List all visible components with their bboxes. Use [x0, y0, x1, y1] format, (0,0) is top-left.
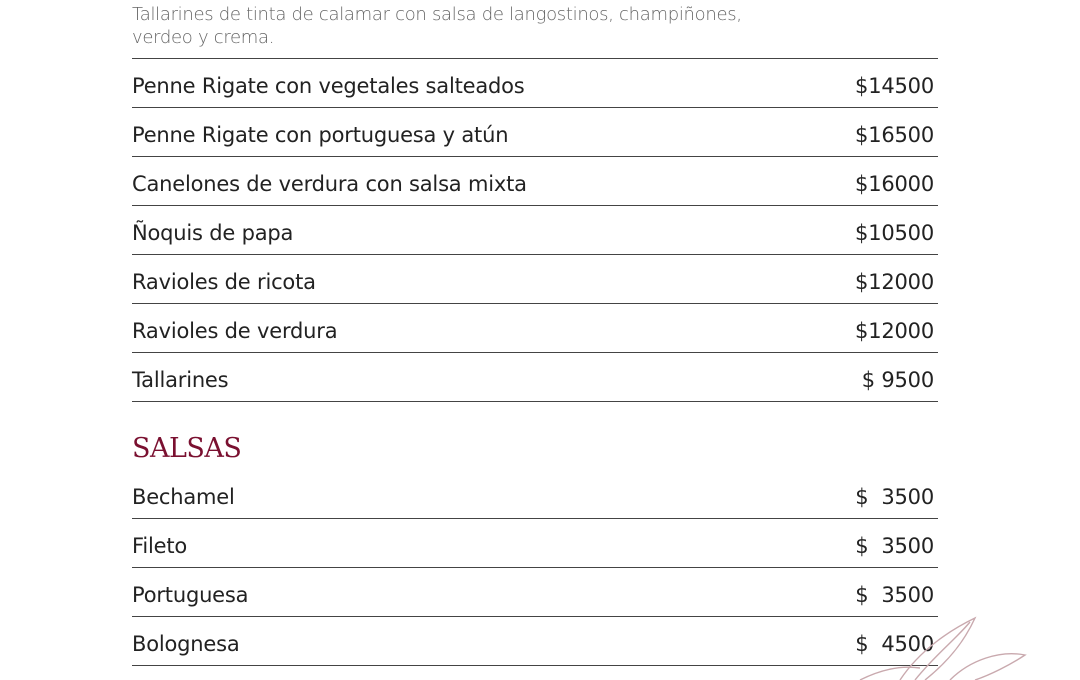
- item-name: Ravioles de ricota: [132, 270, 316, 294]
- pastas-list: Penne Rigate con vegetales salteados $145…: [132, 59, 938, 402]
- menu-item: Ñoquis de papa $10500: [132, 206, 938, 255]
- item-name: Bolognesa: [132, 632, 240, 656]
- menu-item: Bechamel $ 3500: [132, 470, 938, 519]
- item-name: Bechamel: [132, 485, 235, 509]
- item-name: Canelones de verdura con salsa mixta: [132, 172, 527, 196]
- item-price: $16500: [855, 123, 934, 147]
- item-name: Portuguesa: [132, 583, 249, 607]
- item-price: $14500: [855, 74, 934, 98]
- item-name: Ravioles de verdura: [132, 319, 338, 343]
- menu-item: Fileto $ 3500: [132, 519, 938, 568]
- description-text: Tallarines de tinta de calamar con salsa…: [132, 4, 742, 48]
- menu-item: Ravioles de verdura $12000: [132, 304, 938, 353]
- menu-item: Canelones de verdura con salsa mixta $160…: [132, 157, 938, 206]
- item-name: Tallarines: [132, 368, 229, 392]
- item-price: $12000: [855, 270, 934, 294]
- item-name: Ñoquis de papa: [132, 221, 294, 245]
- menu-item: Bolognesa $ 4500: [132, 617, 938, 666]
- leaf-illustration-icon: [859, 616, 1027, 680]
- section-heading-salsas: SALSAS: [132, 433, 242, 464]
- menu-item-description: Tallarines de tinta de calamar con salsa…: [132, 0, 938, 59]
- item-price: $10500: [855, 221, 934, 245]
- menu-page: Tallarines de tinta de calamar con salsa…: [132, 0, 938, 666]
- item-price: $ 4500: [855, 632, 934, 656]
- item-name: Fileto: [132, 534, 188, 558]
- item-price: $12000: [855, 319, 934, 343]
- menu-item: Portuguesa $ 3500: [132, 568, 938, 617]
- item-price: $ 3500: [855, 534, 934, 558]
- item-price: $ 9500: [861, 368, 934, 392]
- menu-item: Tallarines $ 9500: [132, 353, 938, 402]
- item-price: $16000: [855, 172, 934, 196]
- item-name: Penne Rigate con portuguesa y atún: [132, 123, 509, 147]
- item-price: $ 3500: [855, 485, 934, 509]
- menu-item: Ravioles de ricota $12000: [132, 255, 938, 304]
- menu-item: Penne Rigate con portuguesa y atún $16500: [132, 108, 938, 157]
- salsas-list: Bechamel $ 3500 Fileto $ 3500 Portuguesa $ …: [132, 470, 938, 666]
- item-price: $ 3500: [855, 583, 934, 607]
- item-name: Penne Rigate con vegetales salteados: [132, 74, 525, 98]
- menu-item: Penne Rigate con vegetales salteados $145…: [132, 59, 938, 108]
